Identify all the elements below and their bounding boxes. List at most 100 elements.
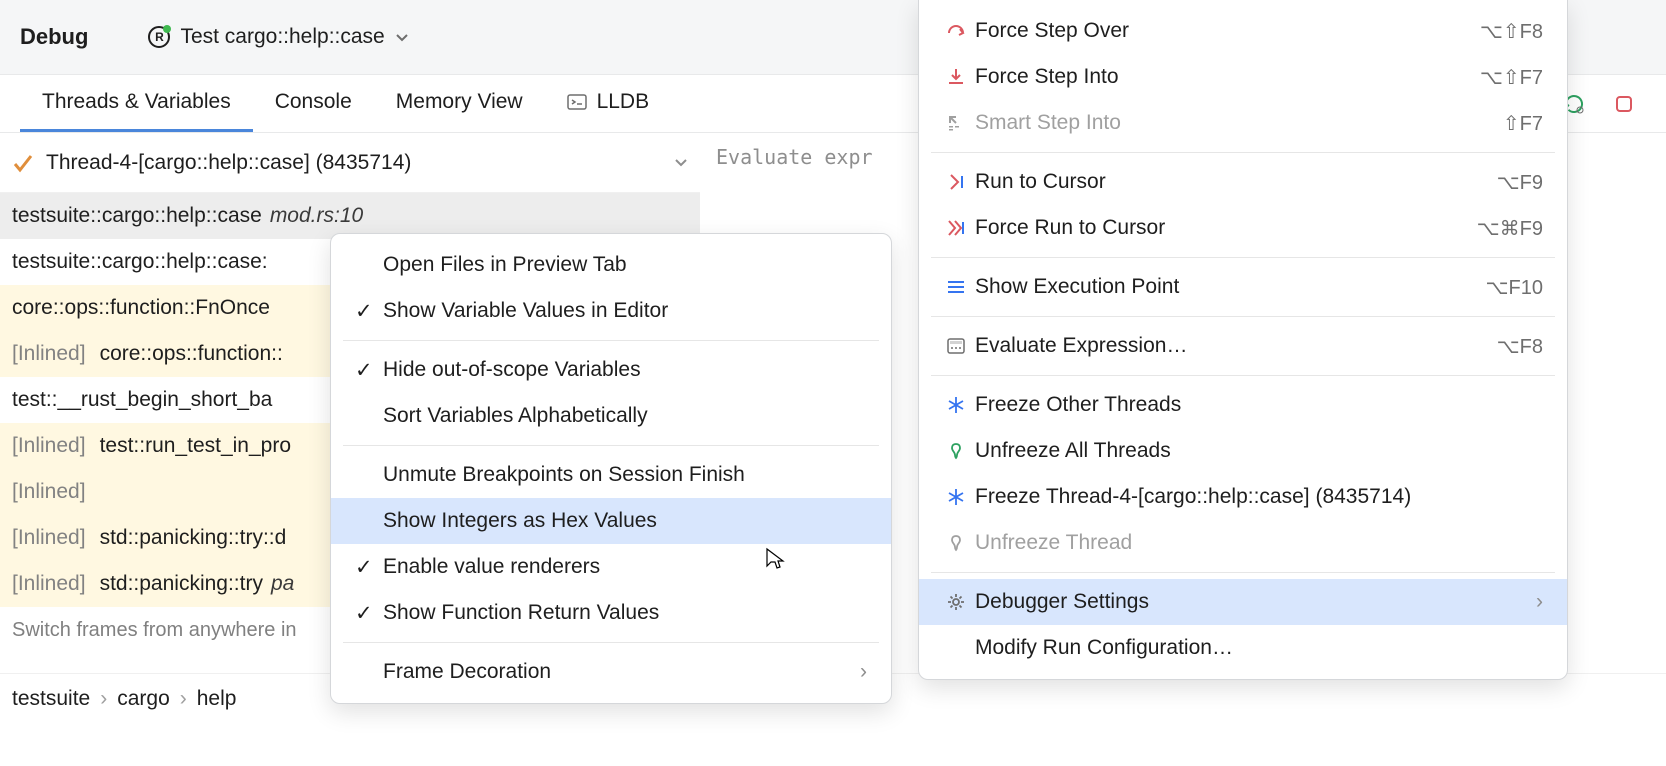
menu-item[interactable]: Show Integers as Hex Values [331,498,891,544]
evaluate-input[interactable]: Evaluate expr [716,145,873,169]
chevron-right-icon: › [100,687,107,711]
menu-item[interactable]: ✓Show Variable Values in Editor [331,288,891,334]
cursor-icon [763,547,785,573]
inlined-tag: [Inlined] [12,526,86,550]
menu-item-shortcut: ⌥⇧F7 [1440,65,1543,90]
debugger-settings-submenu: Open Files in Preview Tab✓Show Variable … [330,233,892,704]
menu-separator [343,340,879,341]
menu-item[interactable]: Unmute Breakpoints on Session Finish [331,452,891,498]
menu-item[interactable]: Debugger Settings › [919,579,1567,625]
menu-item-label: Unfreeze All Threads [975,439,1171,463]
stop-icon[interactable] [1608,88,1640,120]
menu-item-label: Show Variable Values in Editor [383,299,668,323]
menu-item-label: Unmute Breakpoints on Session Finish [383,463,745,487]
chevron-down-icon [674,151,688,175]
menu-item-shortcut: ⌥F10 [1445,275,1543,300]
frame-name: testsuite::cargo::help::case: [12,250,268,274]
menu-item[interactable]: ✓Enable value renderers [331,544,891,590]
menu-item[interactable]: Force Step Over⌥⇧F8 [919,8,1567,54]
unfreeze-icon [943,441,969,461]
inlined-tag: [Inlined] [12,342,86,366]
breadcrumb-item[interactable]: testsuite [12,687,90,711]
inlined-tag: [Inlined] [12,572,86,596]
menu-item-shortcut: ⌥⌘F9 [1437,216,1543,241]
menu-separator [343,445,879,446]
freeze-icon [943,487,969,507]
menu-item-label: Force Step Into [975,65,1119,89]
frame-name: testsuite::cargo::help::case [12,204,262,228]
thread-selector[interactable]: Thread-4-[cargo::help::case] (8435714) [0,133,700,193]
menu-item[interactable]: Freeze Thread-4-[cargo::help::case] (843… [919,474,1567,520]
menu-item-label: Force Run to Cursor [975,216,1165,240]
frame-location: pa [271,572,294,596]
inlined-tag: [Inlined] [12,480,86,504]
run-to-cursor-icon [943,172,969,192]
check-icon: ✓ [355,358,377,383]
panel-title: Debug [20,24,88,50]
chevron-right-icon: › [180,687,187,711]
run-config-label: Test cargo::help::case [180,25,384,49]
tab-lldb[interactable]: LLDB [545,75,672,132]
force-run-to-cursor-icon [943,218,969,238]
frame-name: test::__rust_begin_short_ba [12,388,272,412]
unfreeze-icon [943,533,969,553]
tab-threads-variables[interactable]: Threads & Variables [20,75,253,132]
menu-item-label: Modify Run Configuration… [975,636,1233,660]
menu-item[interactable]: ✓Hide out-of-scope Variables [331,347,891,393]
menu-item[interactable]: ✓Show Function Return Values [331,590,891,636]
menu-item-label: Unfreeze Thread [975,531,1132,555]
terminal-icon [567,92,587,112]
menu-item[interactable]: Freeze Other Threads [919,382,1567,428]
frame-name: core::ops::function::FnOnce [12,296,270,320]
evaluate-icon [943,336,969,356]
frame-name: core::ops::function:: [100,342,283,366]
tab-memory-view[interactable]: Memory View [374,75,545,132]
menu-item-label: Frame Decoration [383,660,551,684]
menu-separator [931,572,1555,573]
force-step-over-icon [943,21,969,41]
menu-item-label: Freeze Thread-4-[cargo::help::case] (843… [975,485,1411,509]
rust-icon: R [148,26,170,48]
tabbar-actions [1558,75,1646,132]
menu-item-shortcut: ⌥F8 [1457,334,1543,359]
menu-item[interactable]: Sort Variables Alphabetically [331,393,891,439]
menu-item: Unfreeze Thread [919,520,1567,566]
menu-item[interactable]: Modify Run Configuration… [919,625,1567,671]
tab-console[interactable]: Console [253,75,374,132]
menu-item-label: Force Step Over [975,19,1129,43]
menu-separator [931,257,1555,258]
menu-item-label: Freeze Other Threads [975,393,1181,417]
debug-context-menu: Force Step Over⌥⇧F8Force Step Into⌥⇧F7Sm… [918,0,1568,680]
breadcrumb-item[interactable]: cargo [117,687,170,711]
check-icon [12,152,34,174]
menu-item-label: Enable value renderers [383,555,600,579]
menu-item-label: Show Integers as Hex Values [383,509,657,533]
menu-item[interactable]: Evaluate Expression…⌥F8 [919,323,1567,369]
breadcrumb-item[interactable]: help [197,687,237,711]
smart-step-into-icon [943,113,969,133]
menu-item[interactable]: Unfreeze All Threads [919,428,1567,474]
menu-item[interactable]: Run to Cursor⌥F9 [919,159,1567,205]
check-icon: ✓ [355,299,377,324]
chevron-right-icon: › [860,660,867,684]
check-icon: ✓ [355,601,377,626]
menu-item[interactable]: Frame Decoration › [331,649,891,695]
menu-separator [931,375,1555,376]
menu-item-label: Debugger Settings [975,590,1149,614]
inlined-tag: [Inlined] [12,434,86,458]
chevron-right-icon: › [1536,590,1543,614]
run-config-selector[interactable]: R Test cargo::help::case [148,25,408,49]
menu-separator [343,642,879,643]
thread-label: Thread-4-[cargo::help::case] (8435714) [46,151,411,175]
menu-separator [931,152,1555,153]
execution-point-icon [943,277,969,297]
menu-item[interactable]: Force Run to Cursor ⌥⌘F9 [919,205,1567,251]
frame-location: mod.rs:10 [270,204,363,228]
menu-item-shortcut: ⇧F7 [1463,111,1543,136]
check-icon: ✓ [355,555,377,580]
menu-item-label: Show Execution Point [975,275,1179,299]
menu-item[interactable]: Open Files in Preview Tab [331,242,891,288]
menu-item[interactable]: Force Step Into ⌥⇧F7 [919,54,1567,100]
menu-separator [931,316,1555,317]
menu-item[interactable]: Show Execution Point ⌥F10 [919,264,1567,310]
